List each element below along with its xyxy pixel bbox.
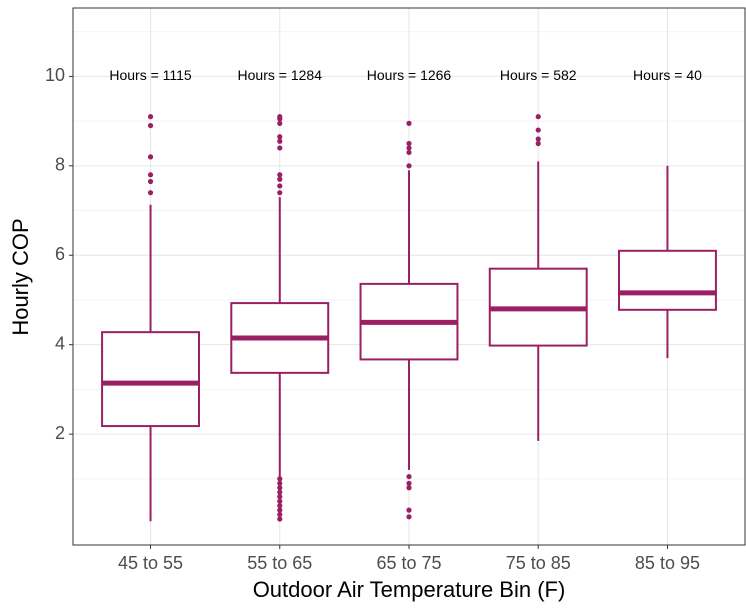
outlier (277, 511, 283, 518)
outlier (406, 485, 412, 491)
y-tick-label: 4 (55, 333, 65, 353)
outlier (277, 476, 283, 482)
annotation: Hours = 1284 (238, 67, 323, 83)
outlier (277, 183, 283, 189)
outlier (277, 485, 283, 491)
x-tick-label: 85 to 95 (635, 553, 700, 573)
outlier (147, 172, 154, 178)
outlier (277, 489, 283, 495)
outlier (277, 503, 283, 509)
x-tick-label: 55 to 65 (247, 553, 312, 573)
outlier (406, 145, 412, 151)
outlier (406, 480, 412, 486)
box (618, 249, 717, 311)
y-axis-title: Hourly COP (8, 218, 33, 335)
outlier (406, 473, 412, 480)
outlier (277, 134, 283, 140)
outlier (406, 514, 412, 520)
x-tick-label: 45 to 55 (118, 553, 183, 573)
x-axis-title: Outdoor Air Temperature Bin (F) (253, 577, 566, 602)
y-tick-label: 10 (45, 65, 65, 85)
outlier (535, 140, 541, 147)
x-tick-label: 65 to 75 (376, 553, 441, 573)
outlier (277, 176, 283, 182)
outlier (535, 136, 541, 142)
outlier (277, 498, 283, 504)
outlier (277, 480, 283, 486)
outlier (277, 507, 283, 513)
outlier (406, 149, 412, 156)
outlier (277, 120, 283, 126)
panel-border (72, 7, 746, 546)
outlier (277, 516, 283, 522)
outlier (406, 120, 412, 126)
outlier (147, 122, 154, 129)
y-tick-label: 2 (55, 423, 65, 443)
outlier (147, 178, 154, 185)
y-tick-label: 6 (55, 244, 65, 264)
outlier (535, 114, 541, 120)
annotation: Hours = 1266 (367, 67, 452, 83)
outlier (147, 114, 154, 120)
outlier (277, 494, 283, 500)
outlier (277, 145, 283, 151)
x-tick-label: 75 to 85 (506, 553, 571, 573)
annotation: Hours = 40 (633, 67, 702, 83)
outlier (277, 138, 283, 144)
y-tick-label: 8 (55, 155, 65, 175)
outlier (406, 507, 412, 513)
outlier (277, 190, 283, 196)
outlier (277, 114, 283, 120)
outlier (535, 127, 541, 133)
outlier (147, 154, 154, 160)
outlier (406, 140, 412, 147)
annotation: Hours = 1115 (109, 67, 192, 83)
outlier (406, 163, 412, 169)
outlier (277, 172, 283, 178)
outlier (147, 190, 154, 196)
annotation: Hours = 582 (500, 67, 577, 83)
box (101, 331, 200, 428)
